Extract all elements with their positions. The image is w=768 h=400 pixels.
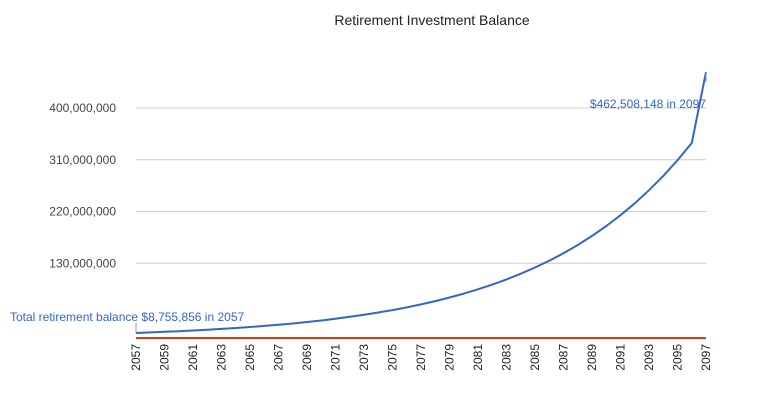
x-tick-label: 2087 (557, 344, 571, 371)
x-tick-label: 2091 (614, 344, 628, 371)
y-tick-label: 310,000,000 (49, 153, 116, 167)
x-tick-label: 2077 (414, 344, 428, 371)
x-tick-label: 2071 (329, 344, 343, 371)
x-tick-label: 2097 (699, 344, 713, 371)
y-tick-label: 130,000,000 (49, 256, 116, 270)
x-tick-label: 2059 (158, 344, 172, 371)
annotations: Total retirement balance $8,755,856 in 2… (10, 97, 706, 324)
x-tick-label: 2057 (129, 344, 143, 371)
x-tick-label: 2081 (471, 344, 485, 371)
x-tick-label: 2095 (671, 344, 685, 371)
y-tick-label: 400,000,000 (49, 101, 116, 115)
x-axis: 2057 2059 2061 2063 2065 2067 2069 2071 2073 2075… (129, 344, 713, 371)
chart-title: Retirement Investment Balance (334, 12, 530, 28)
y-axis: 130,000,000 220,000,000 310,000,000 400,000… (49, 101, 116, 270)
x-tick-label: 2083 (500, 344, 514, 371)
x-tick-label: 2089 (585, 344, 599, 371)
y-tick-label: 220,000,000 (49, 205, 116, 219)
x-tick-label: 2073 (357, 344, 371, 371)
x-tick-label: 2061 (186, 344, 200, 371)
series-layer (135, 71, 707, 339)
x-tick-label: 2085 (528, 344, 542, 371)
x-tick-label: 2093 (642, 344, 656, 371)
x-tick-label: 2067 (272, 344, 286, 371)
x-tick-label: 2069 (300, 344, 314, 371)
x-tick-label: 2079 (443, 344, 457, 371)
annotation-start: Total retirement balance $8,755,856 in 2… (10, 310, 244, 324)
x-tick-label: 2075 (386, 344, 400, 371)
x-tick-label: 2063 (215, 344, 229, 371)
annotation-end: $462,508,148 in 2097 (590, 97, 706, 111)
x-tick-label: 2065 (243, 344, 257, 371)
balance-line (135, 71, 707, 334)
